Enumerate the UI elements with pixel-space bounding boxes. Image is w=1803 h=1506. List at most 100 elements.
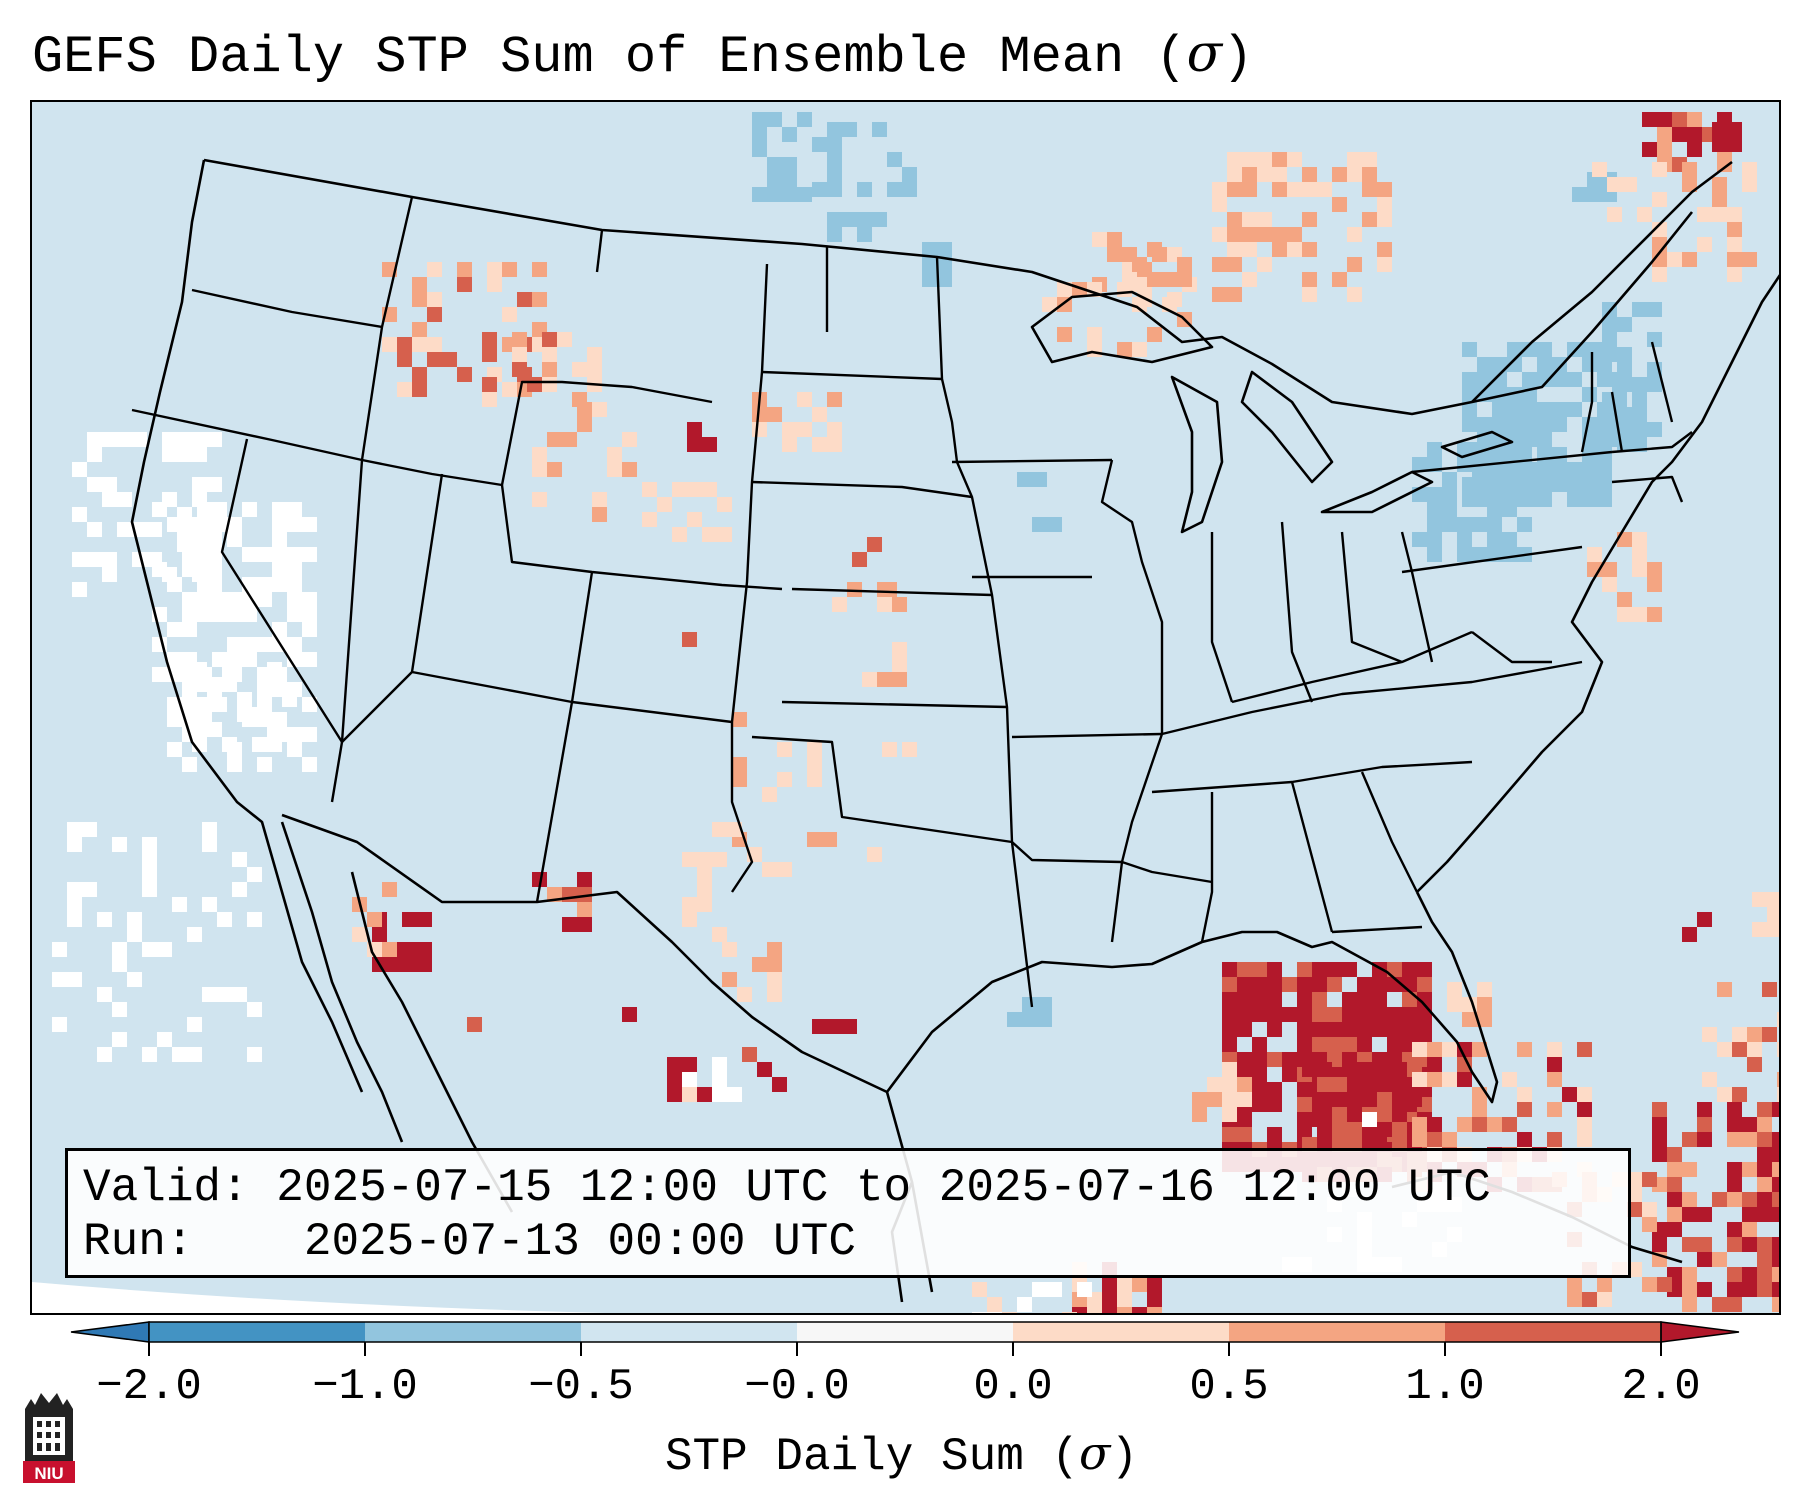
colorbar-extend-min bbox=[70, 1321, 150, 1343]
anomaly-cell bbox=[697, 897, 712, 912]
anomaly-cell bbox=[287, 607, 302, 622]
anomaly-cell bbox=[127, 972, 142, 987]
anomaly-cell bbox=[1717, 157, 1732, 172]
anomaly-cell bbox=[892, 672, 907, 687]
anomaly-cell bbox=[427, 262, 442, 277]
anomaly-cell bbox=[827, 212, 842, 227]
anomaly-cell bbox=[1102, 1307, 1117, 1313]
anomaly-cell bbox=[857, 212, 872, 227]
anomaly-cell bbox=[852, 552, 867, 567]
anomaly-cell bbox=[687, 422, 702, 437]
anomaly-cell bbox=[782, 187, 797, 202]
anomaly-cell bbox=[657, 497, 672, 512]
anomaly-cell bbox=[1462, 417, 1477, 432]
state-line bbox=[1331, 925, 1423, 934]
anomaly-cell bbox=[847, 582, 862, 597]
anomaly-cell bbox=[1377, 1062, 1392, 1077]
anomaly-cell bbox=[1647, 332, 1662, 347]
state-line bbox=[1340, 531, 1403, 664]
anomaly-cell bbox=[1772, 1192, 1779, 1207]
colorbar-ticks bbox=[148, 1342, 1662, 1356]
anomaly-cell bbox=[592, 492, 607, 507]
anomaly-cell bbox=[532, 492, 547, 507]
anomaly-cell bbox=[547, 432, 562, 447]
anomaly-cell bbox=[197, 502, 212, 517]
anomaly-cell bbox=[937, 257, 952, 272]
anomaly-cell bbox=[877, 672, 892, 687]
anomaly-cell bbox=[227, 592, 242, 607]
anomaly-cell bbox=[242, 502, 257, 517]
anomaly-cell bbox=[1667, 1192, 1682, 1207]
anomaly-cell bbox=[302, 547, 317, 562]
anomaly-cell bbox=[667, 1087, 682, 1102]
state-line bbox=[781, 700, 1008, 709]
anomaly-cell bbox=[242, 637, 257, 652]
anomaly-cell bbox=[1652, 1132, 1667, 1147]
colorbar-segment bbox=[797, 1322, 1013, 1342]
anomaly-cell bbox=[752, 112, 767, 127]
anomaly-cell bbox=[157, 942, 172, 957]
anomaly-cell bbox=[1682, 1297, 1697, 1312]
anomaly-cell bbox=[67, 972, 82, 987]
anomaly-cell bbox=[1492, 402, 1507, 417]
anomaly-cell bbox=[1552, 477, 1567, 492]
anomaly-cell bbox=[182, 592, 197, 607]
anomaly-cell bbox=[1442, 487, 1457, 502]
state-line bbox=[535, 701, 574, 903]
anomaly-cell bbox=[147, 522, 162, 537]
anomaly-cell bbox=[237, 707, 252, 722]
anomaly-cell bbox=[1132, 297, 1147, 312]
anomaly-cell bbox=[302, 592, 317, 607]
anomaly-cell bbox=[532, 872, 547, 887]
anomaly-cell bbox=[777, 772, 792, 787]
anomaly-cell bbox=[152, 502, 167, 517]
anomaly-cell bbox=[1517, 1102, 1532, 1117]
state-line bbox=[1580, 352, 1594, 453]
anomaly-cell bbox=[987, 1297, 1002, 1312]
anomaly-cell bbox=[587, 347, 602, 362]
map-edge-blank bbox=[32, 1282, 606, 1313]
anomaly-cell bbox=[1502, 1072, 1517, 1087]
anomaly-cell bbox=[1652, 1102, 1667, 1117]
anomaly-cell bbox=[1327, 1007, 1342, 1022]
anomaly-cell bbox=[1502, 472, 1517, 487]
anomaly-cell bbox=[1697, 1282, 1712, 1297]
anomaly-cell bbox=[1362, 212, 1377, 227]
colorbar-segment bbox=[149, 1322, 365, 1342]
anomaly-cell bbox=[117, 432, 132, 447]
anomaly-cell bbox=[207, 677, 222, 692]
anomaly-cell bbox=[767, 987, 782, 1002]
anomaly-cell bbox=[717, 527, 732, 542]
anomaly-cell bbox=[1377, 1077, 1392, 1092]
anomaly-cell bbox=[1582, 1292, 1597, 1307]
anomaly-cell bbox=[842, 212, 857, 227]
anomaly-cell bbox=[1037, 997, 1052, 1012]
anomaly-cell bbox=[1372, 992, 1387, 1007]
anomaly-cell bbox=[1502, 487, 1517, 502]
anomaly-cell bbox=[1727, 1132, 1742, 1147]
anomaly-cell bbox=[1332, 167, 1347, 182]
anomaly-cell bbox=[1257, 212, 1272, 227]
anomaly-cell bbox=[1032, 1282, 1047, 1297]
anomaly-cell bbox=[1442, 517, 1457, 532]
anomaly-cell bbox=[1522, 372, 1537, 387]
anomaly-cell bbox=[587, 362, 602, 377]
anomaly-cell bbox=[197, 517, 212, 532]
anomaly-cell bbox=[402, 912, 417, 927]
anomaly-cell bbox=[1742, 252, 1757, 267]
anomaly-cell bbox=[67, 837, 82, 852]
anomaly-cell bbox=[1412, 1132, 1427, 1147]
tick-label: 0.5 bbox=[1189, 1362, 1269, 1412]
anomaly-cell bbox=[222, 677, 237, 692]
anomaly-cell bbox=[547, 462, 562, 477]
anomaly-cell bbox=[1347, 167, 1362, 182]
anomaly-cell bbox=[642, 482, 657, 497]
run-value: 2025-07-13 00:00 UTC bbox=[303, 1216, 856, 1268]
anomaly-cell bbox=[267, 722, 282, 737]
anomaly-cell bbox=[1162, 272, 1177, 287]
anomaly-cell bbox=[1237, 1022, 1252, 1037]
anomaly-cell bbox=[427, 352, 442, 367]
anomaly-cell bbox=[1772, 1297, 1779, 1312]
anomaly-cell bbox=[1392, 1062, 1407, 1077]
anomaly-cell bbox=[1597, 492, 1612, 507]
